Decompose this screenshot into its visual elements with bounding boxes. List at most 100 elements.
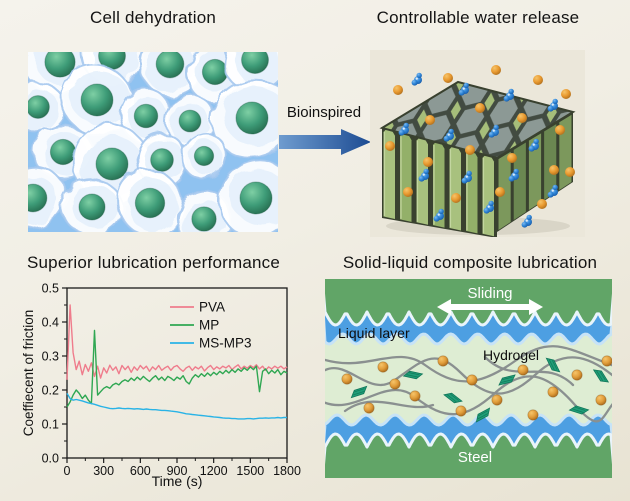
cell-nucleus bbox=[150, 148, 174, 172]
circle bbox=[525, 219, 528, 222]
orange-sphere bbox=[491, 65, 501, 75]
circle bbox=[512, 173, 515, 176]
line bbox=[353, 391, 365, 396]
orange-sphere bbox=[443, 73, 453, 83]
circle bbox=[551, 189, 554, 192]
circle bbox=[402, 127, 405, 130]
circle bbox=[508, 88, 514, 95]
circle bbox=[508, 175, 515, 182]
circle bbox=[411, 79, 418, 86]
right-slat bbox=[513, 142, 526, 220]
orange-sphere bbox=[517, 113, 527, 123]
circle bbox=[458, 89, 465, 96]
circle bbox=[422, 173, 425, 176]
y-axis-label: Coeffiecent of friction bbox=[21, 310, 36, 437]
line bbox=[599, 371, 606, 381]
sliding-label: Sliding bbox=[467, 285, 512, 302]
upper-steel-band bbox=[325, 279, 612, 327]
cell bbox=[60, 177, 124, 232]
hydrogel-bead bbox=[527, 409, 539, 421]
orange-sphere bbox=[403, 187, 413, 197]
nanosheet bbox=[498, 374, 516, 386]
cell bbox=[28, 81, 66, 133]
circle bbox=[462, 87, 465, 90]
cell-nucleus bbox=[191, 206, 217, 232]
x-tick-label: 900 bbox=[167, 464, 188, 478]
cell bbox=[28, 166, 67, 230]
orange-sphere bbox=[385, 141, 395, 151]
y-tick-label: 0.4 bbox=[42, 316, 59, 330]
line bbox=[408, 372, 420, 376]
honeycomb-structure bbox=[379, 80, 576, 237]
x-tick-label: 600 bbox=[130, 464, 151, 478]
y-tick-label: 0.1 bbox=[42, 418, 59, 432]
line bbox=[406, 374, 418, 378]
hydrogel-bead bbox=[571, 369, 583, 381]
cell bbox=[59, 63, 135, 137]
hydrogel-bead bbox=[363, 402, 375, 414]
cell-nucleus bbox=[239, 181, 273, 215]
water-cluster bbox=[411, 72, 422, 86]
cell-nucleus bbox=[133, 103, 159, 129]
orange-sphere bbox=[423, 157, 433, 167]
lower-steel-band bbox=[325, 432, 612, 478]
panel-title-cell-dehydration: Cell dehydration bbox=[89, 8, 217, 27]
water-cluster bbox=[528, 138, 539, 152]
y-tick-label: 0.3 bbox=[42, 350, 59, 364]
bioinspired-label: Bioinspired bbox=[286, 104, 362, 121]
hydrogel-bead bbox=[341, 373, 353, 385]
orange-sphere bbox=[425, 115, 435, 125]
sliding-arrow bbox=[437, 299, 543, 315]
circle bbox=[416, 72, 422, 79]
circle bbox=[487, 205, 490, 208]
nanosheet bbox=[592, 369, 610, 383]
cell-dehydration-illustration bbox=[28, 52, 278, 232]
hydrogel-label: Hydrogel bbox=[483, 347, 539, 363]
cell-nucleus bbox=[28, 183, 48, 213]
path bbox=[402, 370, 424, 380]
circle bbox=[423, 168, 429, 175]
cell bbox=[209, 78, 278, 158]
circle bbox=[493, 124, 499, 131]
line bbox=[502, 376, 513, 380]
circle bbox=[461, 177, 468, 184]
nanosheet bbox=[350, 385, 368, 399]
hydrogel-bead bbox=[409, 390, 421, 402]
circle bbox=[415, 77, 418, 80]
nanosheet bbox=[475, 407, 491, 423]
orange-sphere bbox=[475, 103, 485, 113]
line bbox=[572, 408, 584, 413]
cell-nucleus bbox=[95, 147, 129, 181]
nanosheet bbox=[402, 370, 424, 380]
line bbox=[447, 394, 457, 403]
arrow-shape bbox=[279, 129, 371, 155]
liquid-layer-label: Liquid layer bbox=[338, 325, 410, 341]
circle bbox=[447, 133, 450, 136]
circle bbox=[483, 207, 490, 214]
front-slat bbox=[466, 147, 478, 234]
water-cluster bbox=[398, 122, 409, 136]
water-cluster bbox=[483, 200, 494, 214]
friction-chart: 0 300 600 900 1200 1500 1800 0.0 0.1 0.2 0.3 0.4 0.5… bbox=[21, 282, 301, 490]
front-slat bbox=[482, 151, 494, 237]
front-slat bbox=[449, 143, 461, 231]
line bbox=[552, 360, 558, 370]
x-tick-label: 1200 bbox=[200, 464, 228, 478]
circle bbox=[532, 143, 535, 146]
line bbox=[575, 406, 586, 411]
orange-sphere bbox=[465, 145, 475, 155]
circle bbox=[528, 145, 535, 152]
line bbox=[548, 359, 555, 371]
cell-nucleus bbox=[193, 145, 215, 167]
panel-title-composite-lubrication: Solid-liquid composite lubrication bbox=[342, 253, 598, 272]
line bbox=[477, 413, 489, 420]
hydrogel-bead bbox=[517, 364, 529, 376]
cell-nucleus bbox=[178, 109, 202, 133]
circle bbox=[418, 175, 425, 182]
cell-nucleus bbox=[28, 95, 50, 119]
circle bbox=[552, 184, 558, 191]
hydrogel-bead bbox=[547, 386, 559, 398]
circle bbox=[533, 138, 539, 145]
orange-sphere bbox=[549, 165, 559, 175]
